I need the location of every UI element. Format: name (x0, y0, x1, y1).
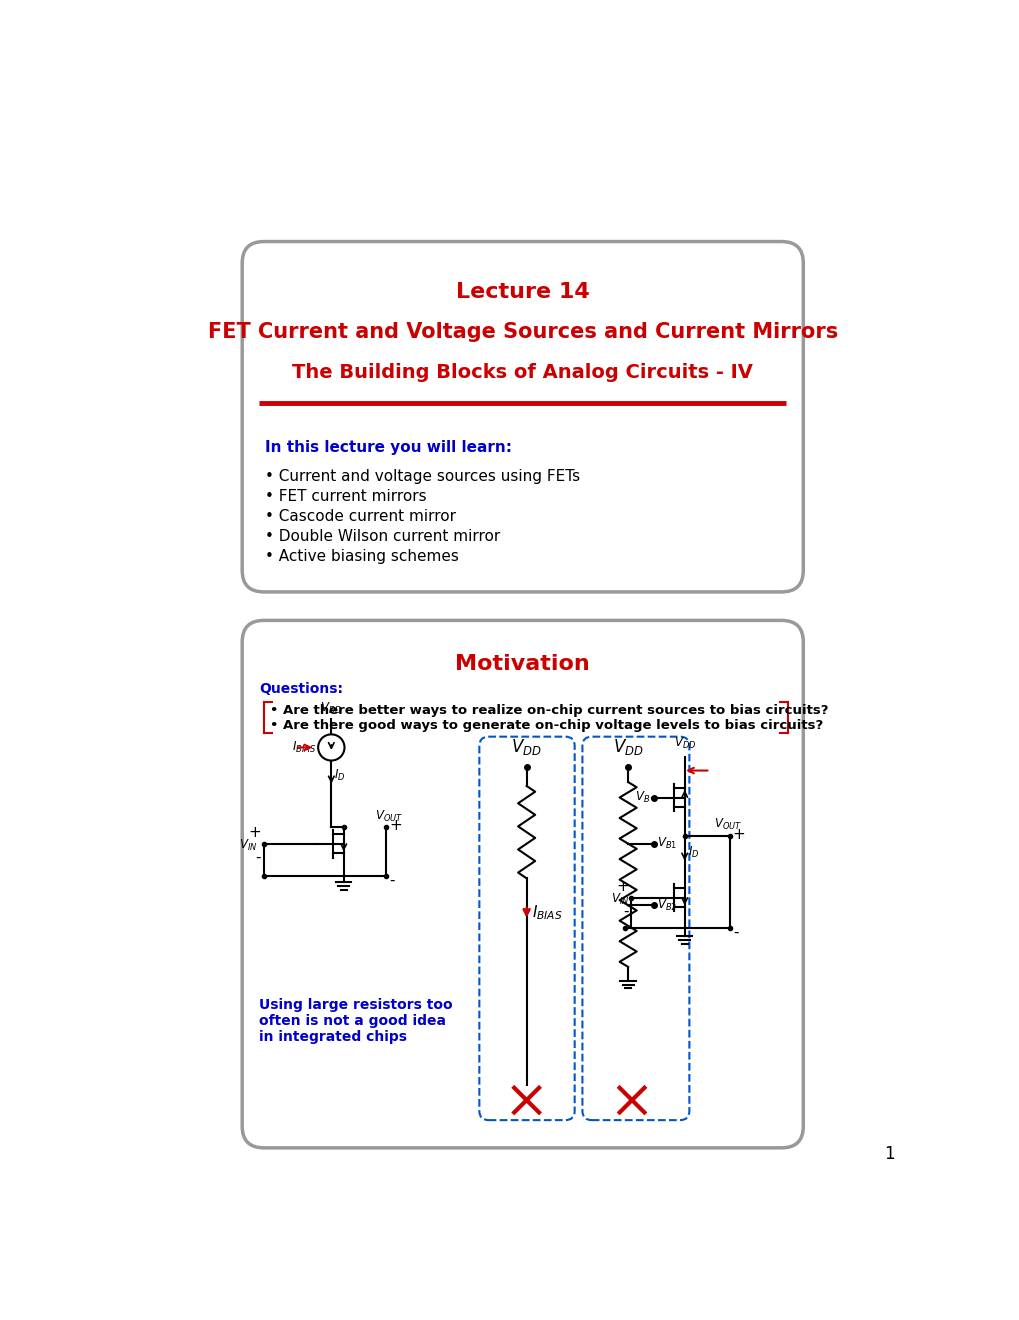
Text: $V_{OUT}$: $V_{OUT}$ (375, 808, 404, 824)
Text: $V_{IN}$: $V_{IN}$ (610, 891, 629, 907)
Text: Lecture 14: Lecture 14 (455, 281, 589, 301)
Text: -: - (623, 904, 629, 919)
FancyBboxPatch shape (242, 620, 803, 1148)
Text: FET Current and Voltage Sources and Current Mirrors: FET Current and Voltage Sources and Curr… (208, 322, 837, 342)
Text: $I_{BIAS}$: $I_{BIAS}$ (532, 904, 562, 923)
Text: Motivation: Motivation (454, 655, 590, 675)
Text: 1: 1 (883, 1146, 894, 1163)
Text: Using large resistors too
often is not a good idea
in integrated chips: Using large resistors too often is not a… (259, 998, 452, 1044)
Text: $V_{DD}$: $V_{DD}$ (511, 737, 541, 756)
Text: • Current and voltage sources using FETs: • Current and voltage sources using FETs (265, 469, 580, 483)
Text: -: - (255, 850, 261, 865)
Text: $V_{DD}$: $V_{DD}$ (673, 737, 695, 751)
Text: $V_{B2}$: $V_{B2}$ (656, 898, 677, 913)
Text: +: + (732, 826, 745, 842)
Text: $V_{IN}$: $V_{IN}$ (239, 838, 258, 853)
Text: $V_B$: $V_B$ (634, 789, 649, 805)
Text: • Active biasing schemes: • Active biasing schemes (265, 549, 459, 564)
Text: • Double Wilson current mirror: • Double Wilson current mirror (265, 529, 500, 544)
Text: • Cascode current mirror: • Cascode current mirror (265, 508, 457, 524)
Text: $I_{BIAS}$: $I_{BIAS}$ (291, 741, 316, 755)
Text: -: - (732, 925, 738, 940)
Text: $I_D$: $I_D$ (334, 768, 345, 784)
Text: $V_{B1}$: $V_{B1}$ (656, 836, 677, 851)
Text: Questions:: Questions: (259, 682, 343, 696)
Text: +: + (248, 825, 261, 841)
Text: $V_{DD}$: $V_{DD}$ (612, 737, 643, 756)
Text: • FET current mirrors: • FET current mirrors (265, 488, 427, 504)
FancyBboxPatch shape (242, 242, 803, 591)
Text: +: + (389, 817, 401, 833)
Text: -: - (389, 873, 394, 887)
Text: In this lecture you will learn:: In this lecture you will learn: (265, 441, 512, 455)
Text: $V_{OUT}$: $V_{OUT}$ (713, 817, 742, 832)
Text: • Are there better ways to realize on-chip current sources to bias circuits?: • Are there better ways to realize on-ch… (270, 704, 827, 717)
Text: The Building Blocks of Analog Circuits - IV: The Building Blocks of Analog Circuits -… (292, 363, 752, 383)
Text: +: + (615, 879, 629, 895)
Text: $V_{DD}$: $V_{DD}$ (320, 701, 342, 715)
Text: • Are there good ways to generate on-chip voltage levels to bias circuits?: • Are there good ways to generate on-chi… (270, 719, 822, 733)
Text: $I_D$: $I_D$ (687, 845, 699, 861)
